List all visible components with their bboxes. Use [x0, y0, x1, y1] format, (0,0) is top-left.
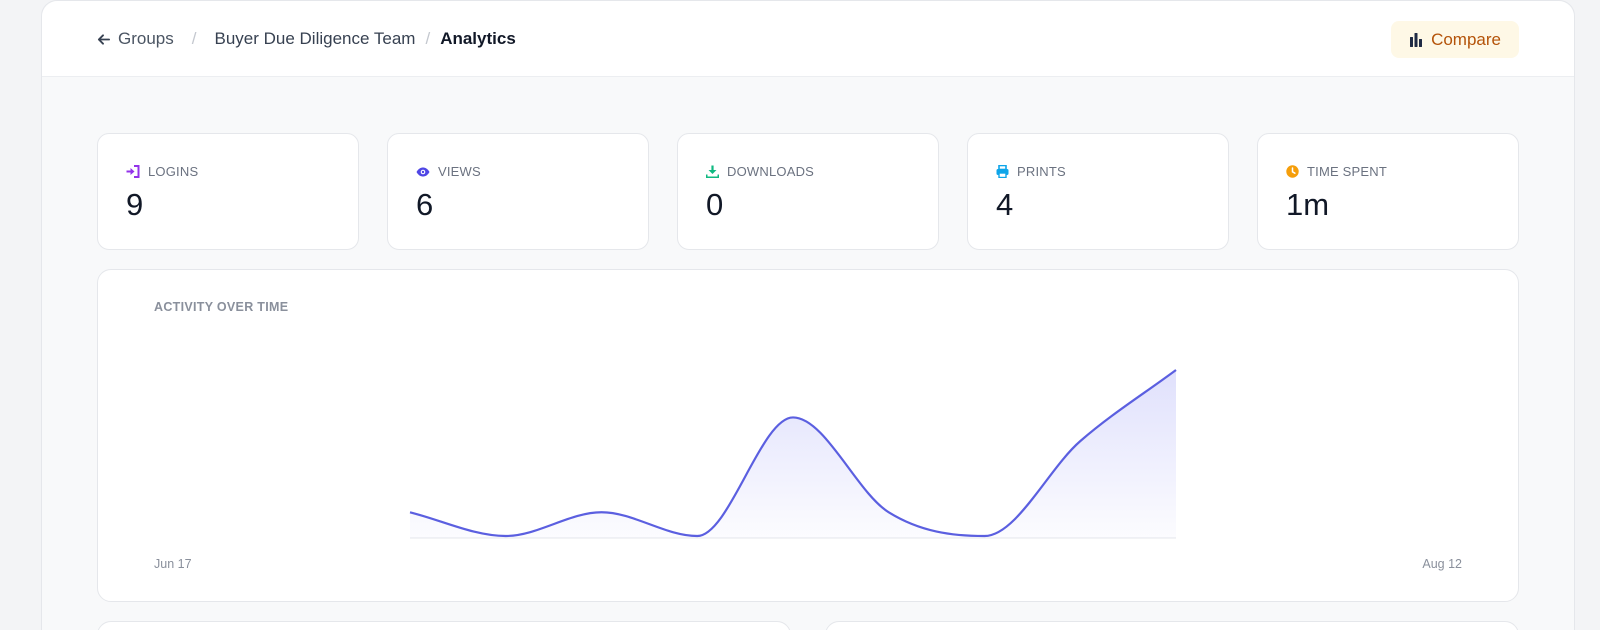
breadcrumb-current: Analytics — [440, 29, 516, 48]
stat-value: 4 — [996, 187, 1014, 222]
bar-chart-icon — [1410, 32, 1423, 47]
compare-button[interactable]: Compare — [1391, 21, 1519, 58]
back-link-label: Groups — [118, 29, 174, 48]
stat-card-prints: PRINTS 4 — [967, 133, 1229, 250]
activity-line — [409, 369, 1177, 538]
stat-card-logins: LOGINS 9 — [97, 133, 359, 250]
activity-area — [410, 370, 1176, 538]
stat-label-row: TIME SPENT — [1286, 164, 1490, 179]
stat-label: TIME SPENT — [1307, 164, 1388, 179]
stat-label: LOGINS — [148, 164, 199, 179]
bottom-card-right — [825, 621, 1519, 630]
back-link[interactable]: Groups — [97, 29, 174, 49]
stat-label: PRINTS — [1017, 164, 1066, 179]
stat-label: VIEWS — [438, 164, 481, 179]
stat-value: 6 — [416, 187, 434, 222]
clock-icon — [1286, 165, 1299, 178]
top-bar: Groups / Buyer Due Diligence Team / Anal… — [42, 1, 1574, 77]
stat-card-downloads: DOWNLOADS 0 — [677, 133, 939, 250]
compare-label: Compare — [1431, 29, 1501, 49]
stat-card-time-spent: TIME SPENT 1m — [1257, 133, 1519, 250]
stat-value: 1m — [1286, 187, 1330, 222]
stat-label-row: VIEWS — [416, 164, 620, 179]
breadcrumb-separator: / — [425, 29, 431, 48]
stat-card-views: VIEWS 6 — [387, 133, 649, 250]
stat-value: 0 — [706, 187, 724, 222]
printer-icon — [996, 165, 1009, 178]
breadcrumb-group[interactable]: Buyer Due Diligence Team — [214, 29, 416, 48]
stat-label-row: PRINTS — [996, 164, 1200, 179]
activity-chart — [409, 369, 1177, 539]
download-icon — [706, 165, 719, 178]
x-axis-end-label: Aug 12 — [1422, 557, 1462, 571]
breadcrumb: Groups / Buyer Due Diligence Team / Anal… — [97, 1, 516, 77]
login-icon — [126, 165, 140, 178]
stat-value: 9 — [126, 187, 144, 222]
analytics-panel: Groups / Buyer Due Diligence Team / Anal… — [41, 0, 1575, 630]
stat-label-row: LOGINS — [126, 164, 330, 179]
bottom-card-left — [97, 621, 791, 630]
stat-label: DOWNLOADS — [727, 164, 815, 179]
eye-icon — [416, 167, 430, 176]
chart-title: ACTIVITY OVER TIME — [154, 300, 289, 314]
activity-chart-card: ACTIVITY OVER TIME Jun 17 Aug 12 — [97, 269, 1519, 602]
stat-label-row: DOWNLOADS — [706, 164, 910, 179]
x-axis-start-label: Jun 17 — [154, 557, 192, 571]
breadcrumb-separator: / — [191, 29, 197, 48]
stats-row: LOGINS 9 VIEWS 6 DOWNL — [97, 133, 1519, 250]
arrow-left-icon — [97, 33, 110, 45]
